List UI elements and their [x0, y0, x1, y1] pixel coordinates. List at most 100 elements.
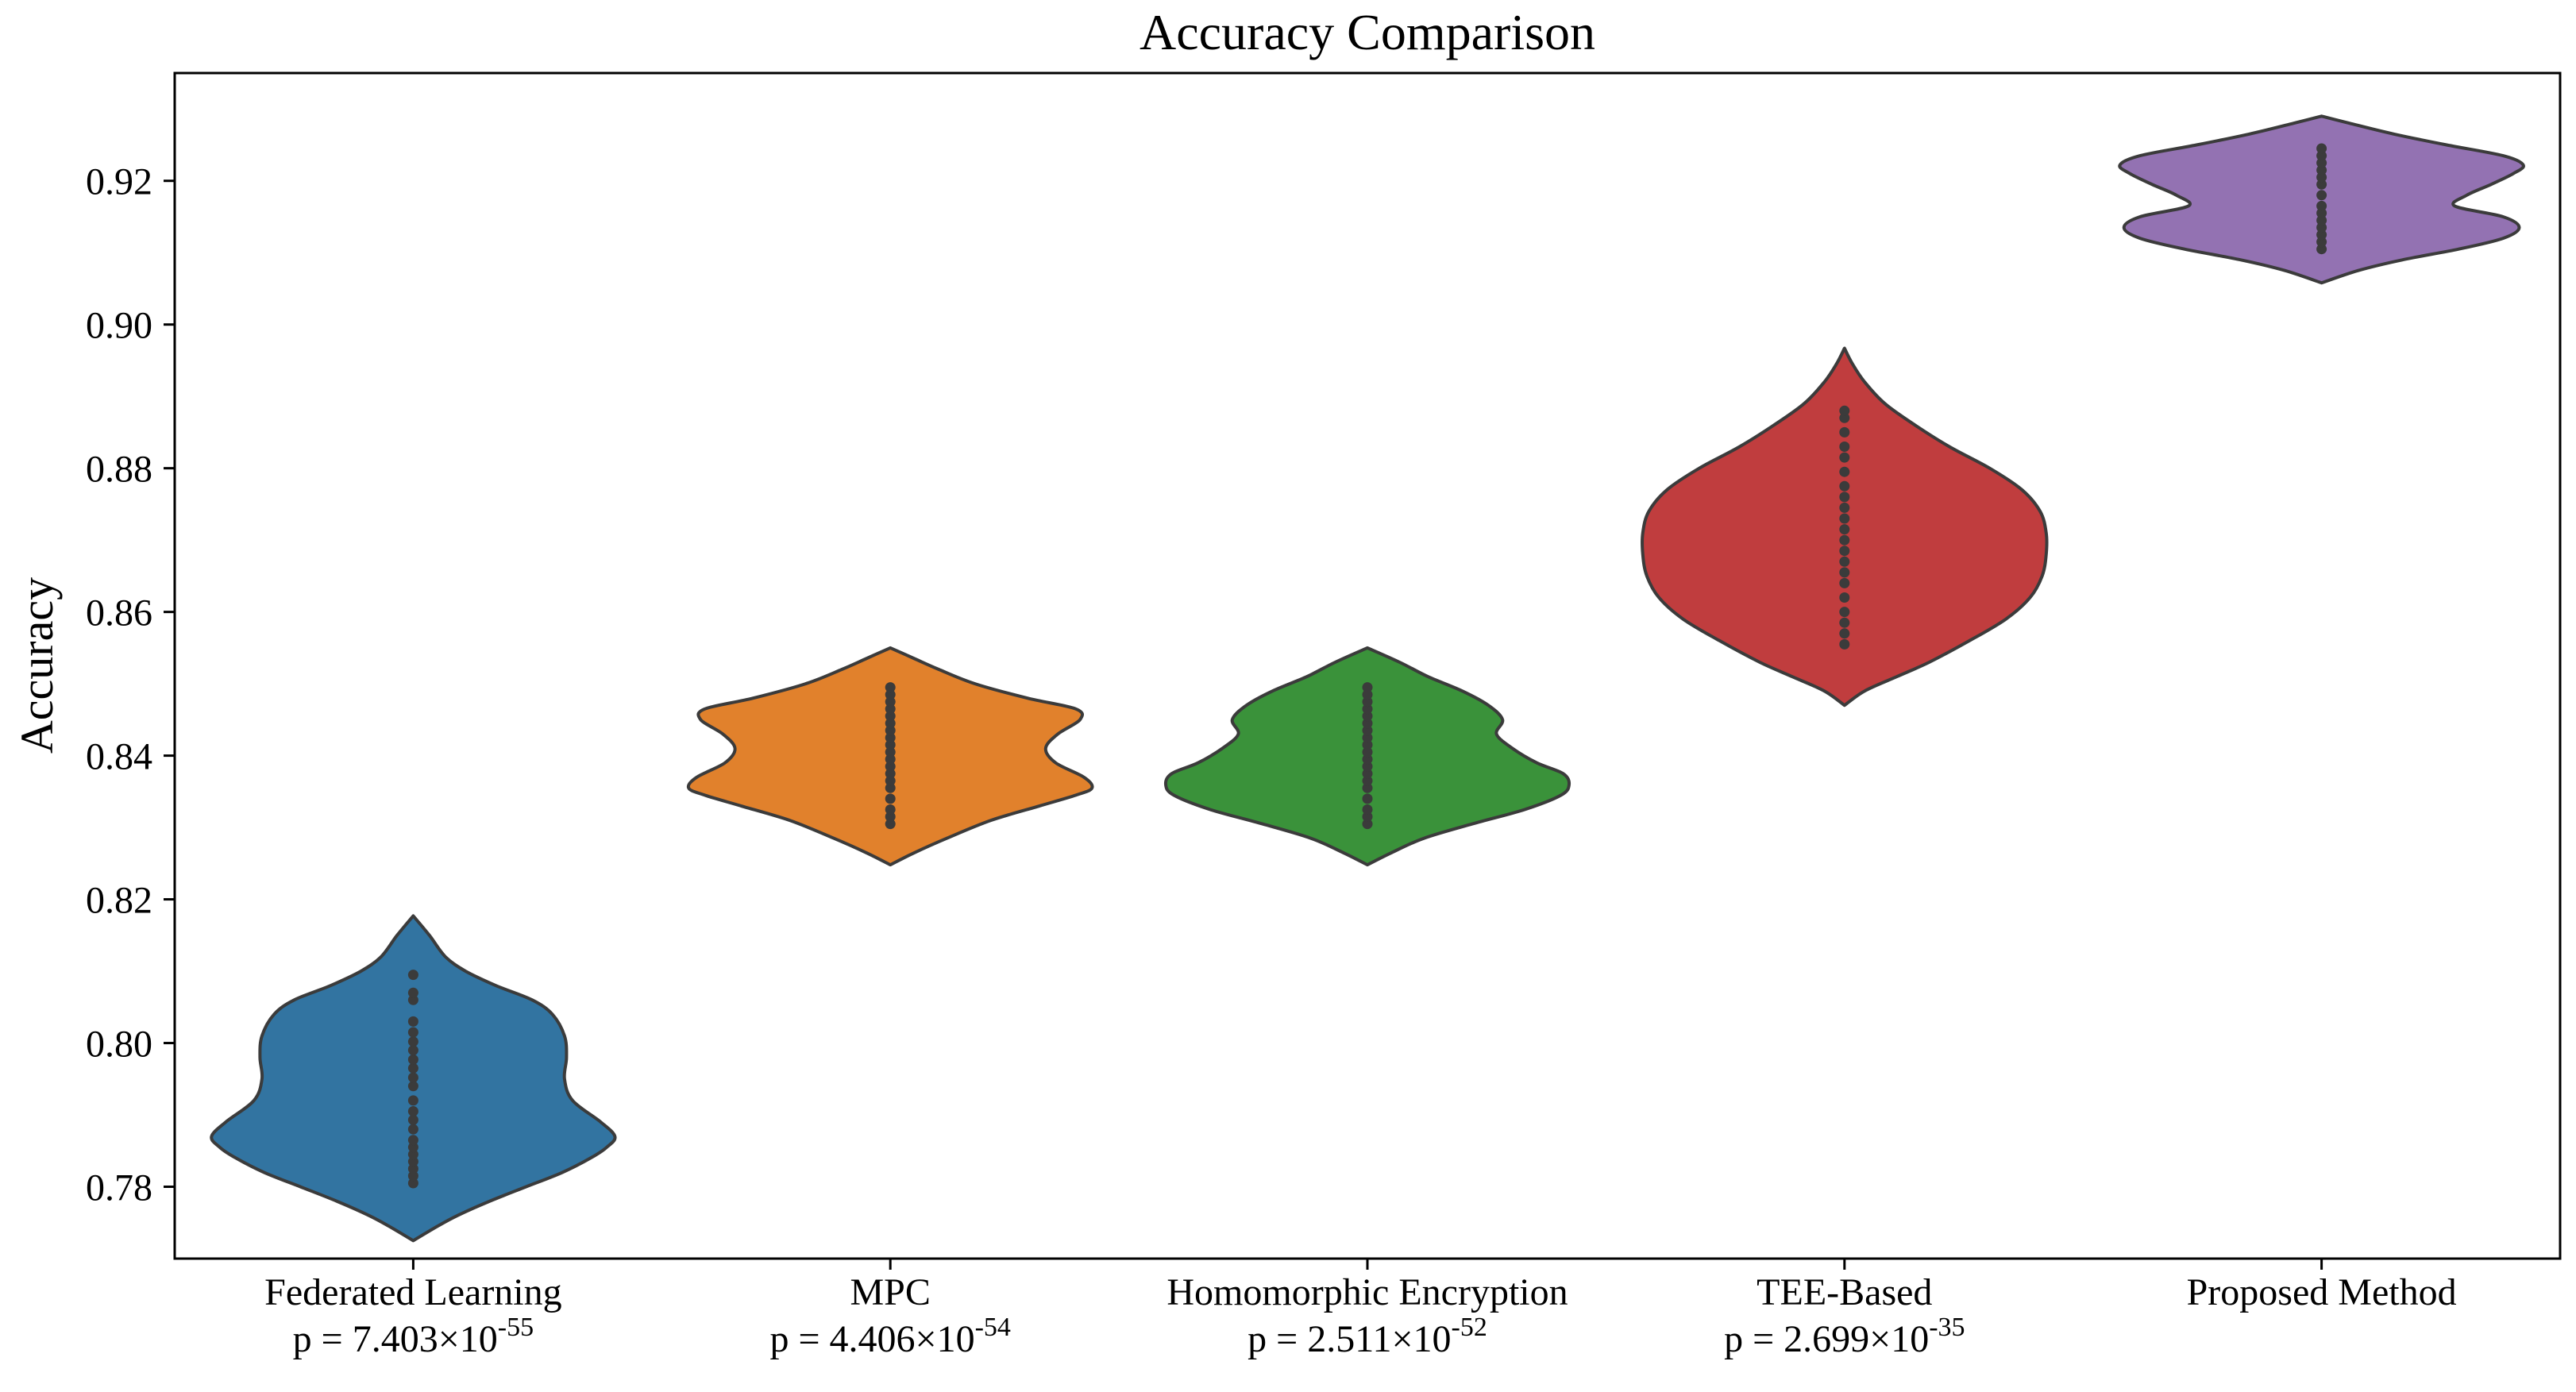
data-point	[2316, 190, 2327, 201]
data-point	[885, 812, 896, 822]
data-point	[885, 768, 896, 779]
data-point	[885, 732, 896, 743]
data-point	[885, 725, 896, 736]
data-point	[1839, 628, 1850, 639]
data-point	[407, 1062, 418, 1074]
violins-layer	[210, 114, 2525, 1243]
data-point	[885, 704, 896, 715]
data-point	[1839, 524, 1850, 535]
data-point	[2316, 200, 2327, 211]
data-point	[2316, 244, 2327, 255]
data-point	[407, 1135, 418, 1146]
data-point	[407, 1045, 418, 1056]
data-point	[885, 804, 896, 815]
data-point	[1839, 480, 1850, 492]
x-tick-label: MPC	[850, 1271, 931, 1313]
data-point	[1362, 696, 1373, 708]
y-axis-ticks: 0.78 0.80 0.82 0.84 0.86 0.88 0.90 0.92	[86, 161, 175, 1209]
data-point	[2316, 229, 2327, 241]
data-point	[2316, 157, 2327, 168]
data-point	[885, 782, 896, 793]
x-tick-label: TEE-Based	[1757, 1271, 1932, 1313]
data-point	[885, 754, 896, 765]
data-point	[1362, 761, 1373, 772]
data-point	[885, 682, 896, 693]
data-point	[407, 1142, 418, 1153]
data-point	[885, 711, 896, 722]
data-point	[1362, 793, 1373, 804]
data-point	[885, 689, 896, 700]
data-point	[1839, 556, 1850, 567]
data-point	[407, 1106, 418, 1116]
data-point	[407, 1027, 418, 1038]
data-point	[407, 1124, 418, 1135]
y-tick-label: 0.86	[86, 592, 152, 634]
data-point	[1362, 782, 1373, 793]
y-tick-label: 0.84	[86, 736, 152, 778]
data-point	[407, 994, 418, 1005]
data-point	[2316, 222, 2327, 233]
data-point	[407, 1170, 418, 1182]
data-point	[1362, 804, 1373, 815]
data-point	[407, 970, 418, 981]
data-point	[2316, 143, 2327, 154]
data-point	[1362, 768, 1373, 779]
data-point	[407, 1149, 418, 1160]
data-point	[1362, 732, 1373, 743]
data-point	[407, 1036, 418, 1047]
data-point	[1839, 405, 1850, 416]
data-point	[885, 746, 896, 758]
data-point	[2316, 215, 2327, 226]
data-point	[885, 696, 896, 708]
data-point	[885, 793, 896, 804]
y-tick-label: 0.78	[86, 1167, 152, 1209]
data-point	[1362, 704, 1373, 715]
data-point	[885, 775, 896, 786]
violin-homomorphic-encryption	[1163, 646, 1571, 867]
y-tick-label: 0.90	[86, 305, 152, 347]
y-tick-label: 0.82	[86, 880, 152, 922]
data-point	[1839, 534, 1850, 546]
data-point	[1839, 592, 1850, 603]
data-point	[885, 761, 896, 772]
data-point	[1839, 617, 1850, 628]
data-point	[1362, 812, 1373, 822]
data-point	[407, 1054, 418, 1065]
y-tick-label: 0.88	[86, 449, 152, 491]
x-tick-label: Homomorphic Encryption	[1167, 1271, 1568, 1313]
data-point	[1839, 466, 1850, 477]
data-point	[1839, 426, 1850, 438]
data-point	[1839, 502, 1850, 513]
p-value-label: p = 2.511×10-52	[1248, 1313, 1487, 1360]
y-axis-label: Accuracy	[11, 577, 63, 754]
data-point	[1362, 725, 1373, 736]
data-point	[1362, 754, 1373, 765]
p-value-label: p = 7.403×10-55	[293, 1313, 534, 1360]
data-point	[2316, 179, 2327, 190]
p-value-label: p = 4.406×10-54	[769, 1313, 1010, 1360]
y-tick-label: 0.92	[86, 161, 152, 203]
data-point	[1839, 412, 1850, 423]
data-point	[407, 1016, 418, 1027]
p-value-label: p = 2.699×10-35	[1724, 1313, 1965, 1360]
data-point	[885, 739, 896, 750]
data-point	[1839, 492, 1850, 503]
plot-frame	[173, 71, 2562, 1260]
violin-tee-based	[1641, 346, 2049, 708]
data-point	[2316, 164, 2327, 175]
data-point	[1839, 452, 1850, 463]
data-point	[1362, 682, 1373, 693]
data-point	[1839, 567, 1850, 578]
data-point	[407, 987, 418, 998]
data-point	[407, 1095, 418, 1106]
data-point	[407, 1114, 418, 1125]
data-point	[885, 718, 896, 729]
data-point	[1839, 513, 1850, 524]
data-point	[1362, 689, 1373, 700]
y-tick-label: 0.80	[86, 1024, 152, 1066]
data-point	[1839, 577, 1850, 588]
x-tick-label: Proposed Method	[2187, 1271, 2457, 1313]
data-point	[407, 1081, 418, 1092]
